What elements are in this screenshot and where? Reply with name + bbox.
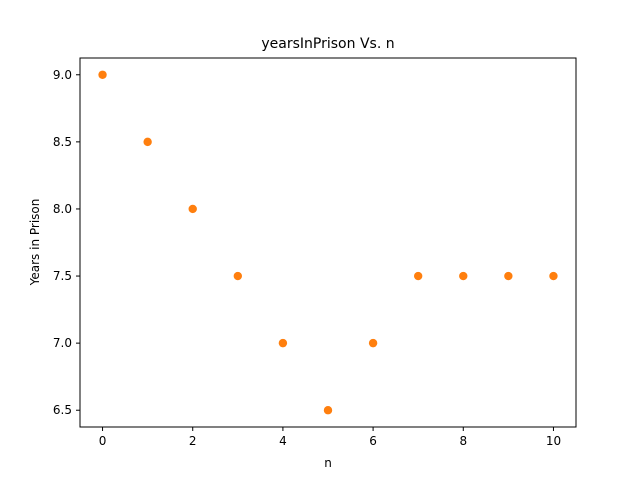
plot-area xyxy=(80,58,576,427)
x-axis-ticks: 0 2 4 6 8 10 xyxy=(99,427,561,448)
data-point xyxy=(143,137,152,147)
x-tick-label: 10 xyxy=(546,434,561,448)
y-tick-label: 9.0 xyxy=(53,68,72,82)
plot-frame xyxy=(79,57,577,428)
x-tick-label: 0 xyxy=(99,434,107,448)
x-tick-label: 8 xyxy=(459,434,467,448)
data-point xyxy=(504,271,513,281)
y-tick-label: 6.5 xyxy=(53,403,72,417)
data-points xyxy=(98,70,558,415)
x-tick-label: 2 xyxy=(189,434,197,448)
data-point xyxy=(233,271,243,281)
data-point xyxy=(413,271,423,281)
y-tick-label: 8.0 xyxy=(53,202,72,216)
data-point xyxy=(188,204,197,214)
data-point xyxy=(278,338,288,348)
y-axis-label: Years in Prison xyxy=(28,199,42,287)
x-tick-label: 4 xyxy=(279,434,287,448)
y-axis-ticks: 6.5 7.0 7.5 8.0 8.5 9.0 xyxy=(53,68,80,417)
data-point xyxy=(368,338,378,348)
data-point xyxy=(549,271,558,281)
y-tick-label: 7.5 xyxy=(53,269,72,283)
x-axis-label: n xyxy=(324,456,332,470)
data-point xyxy=(98,70,107,79)
y-tick-label: 7.0 xyxy=(53,336,72,350)
data-point xyxy=(459,271,468,281)
x-tick-label: 6 xyxy=(369,434,377,448)
chart-title: yearsInPrison Vs. n xyxy=(261,36,394,52)
data-point xyxy=(323,406,333,415)
y-tick-label: 8.5 xyxy=(53,135,72,149)
